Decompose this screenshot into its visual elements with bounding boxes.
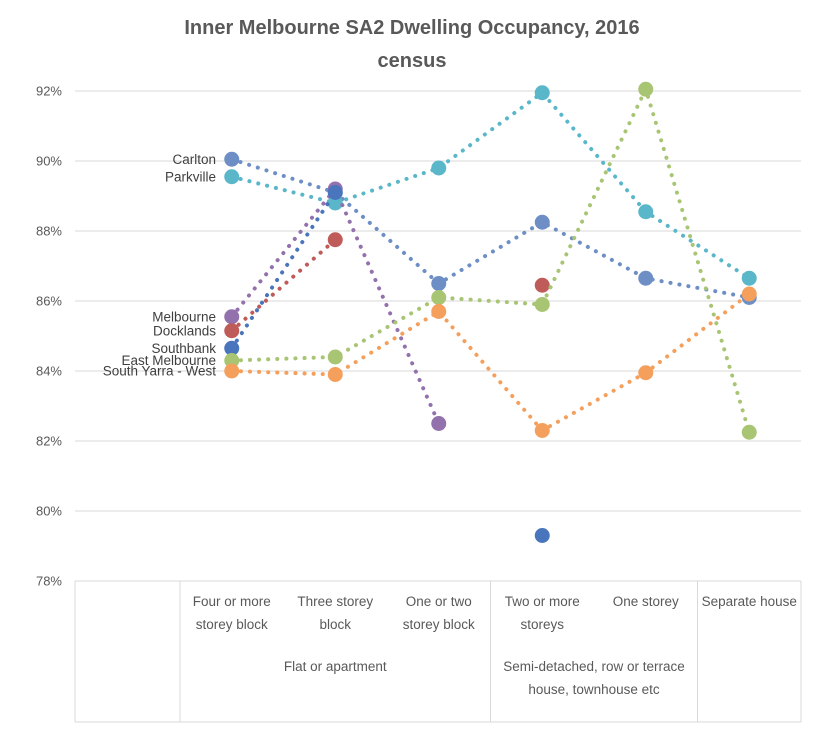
data-point-parkville [431,160,447,176]
category-label: Two or more storeys [504,594,580,632]
data-point-southbank [224,340,240,356]
category-label: Four or more storey block [192,594,271,632]
data-point-parkville [638,204,654,220]
data-point-southbank [327,185,343,200]
category-group-label: Semi-detached, row or terrace house, tow… [503,659,685,697]
y-axis-tick-label: 80% [36,504,62,519]
data-point-parkville [741,270,757,286]
data-point-parkville [224,169,240,185]
category-group-label: Flat or apartment [283,659,387,674]
data-point-east-melbourne [638,81,654,97]
data-point-docklands [534,277,550,293]
series-label: Docklands [153,323,216,338]
y-axis-tick-label: 92% [36,84,62,99]
series-label: Parkville [165,169,216,184]
category-label: Separate house [701,594,797,609]
category-label: One storey [612,594,679,609]
series-line-south-yarra-west [229,292,752,434]
data-point-east-melbourne [534,297,550,312]
data-point-carlton [534,214,550,230]
series-label: Melbourne [152,309,216,324]
data-point-south-yarra-west [224,363,240,379]
data-point-parkville [327,195,343,211]
series-line-east-melbourne [229,83,752,435]
series-label: Southbank [151,341,216,356]
data-point-docklands [327,232,343,248]
series-label: South Yarra - West [103,364,217,379]
data-point-carlton [638,270,654,286]
series-line-melbourne [229,185,441,426]
data-point-carlton [224,151,240,167]
y-axis-tick-label: 78% [36,574,62,589]
data-point-carlton [431,276,447,291]
data-point-south-yarra-west [534,423,550,438]
data-point-south-yarra-west [327,367,343,382]
data-point-melbourne [224,309,240,325]
category-label: One or two storey block [402,594,475,632]
data-point-east-melbourne [327,349,343,365]
series-label: East Melbourne [121,353,216,368]
chart-title-line-2: census [377,50,447,72]
data-point-parkville [534,85,550,101]
y-axis-tick-label: 88% [36,224,62,239]
data-point-south-yarra-west [638,365,654,381]
chart-title: Inner Melbourne SA2 Dwelling Occupancy, … [0,12,824,78]
data-point-east-melbourne [741,424,757,440]
data-point-melbourne [431,416,447,431]
data-point-east-melbourne [431,290,447,305]
y-axis-tick-label: 90% [36,154,62,169]
y-axis-tick-label: 82% [36,434,62,449]
series-line-carlton [229,157,752,300]
chart-title-line-1: Inner Melbourne SA2 Dwelling Occupancy, … [184,17,640,39]
y-axis-tick-label: 84% [36,364,62,379]
data-point-south-yarra-west [431,304,447,319]
series-label: Carlton [172,152,216,167]
data-point-southbank [534,528,550,543]
series-line-southbank [229,190,338,351]
data-point-docklands [224,323,240,339]
category-label: Three storey block [297,594,374,632]
data-point-south-yarra-west [741,286,757,302]
data-point-east-melbourne [224,353,240,368]
y-axis-tick-label: 86% [36,294,62,309]
